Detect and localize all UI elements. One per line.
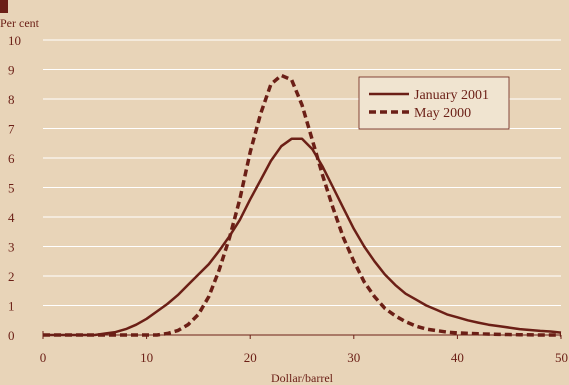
x-tick-label: 10 xyxy=(140,350,153,365)
y-tick-label: 0 xyxy=(8,328,15,343)
legend: January 2001 May 2000 xyxy=(358,76,510,130)
y-tick-label: 9 xyxy=(8,63,15,78)
x-axis-title: Dollar/barrel xyxy=(271,371,334,385)
x-tick-label: 0 xyxy=(40,350,47,365)
y-tick-label: 5 xyxy=(8,181,15,196)
corner-marker xyxy=(0,0,8,13)
y-tick-label: 1 xyxy=(8,299,15,314)
x-tick-label: 50 xyxy=(555,350,568,365)
series-line-2 xyxy=(43,73,561,337)
x-tick-labels: 0 10 20 30 40 50 xyxy=(40,335,568,365)
y-tick-label: 8 xyxy=(8,92,15,107)
legend-label-1: January 2001 xyxy=(414,88,489,103)
y-tick-label: 4 xyxy=(8,210,15,225)
series-line-1 xyxy=(43,137,562,337)
series-lines xyxy=(43,73,562,337)
y-tick-label: 3 xyxy=(8,240,15,255)
legend-label-2: May 2000 xyxy=(414,106,471,121)
y-axis-title: Per cent xyxy=(0,16,40,30)
x-tick-label: 20 xyxy=(244,350,257,365)
y-tick-label: 6 xyxy=(8,151,15,166)
legend-box xyxy=(358,76,510,130)
x-tick-label: 40 xyxy=(451,350,464,365)
y-tick-label: 7 xyxy=(8,122,15,137)
y-tick-label: 10 xyxy=(8,33,21,48)
y-tick-label: 2 xyxy=(8,269,15,284)
gridlines xyxy=(42,39,561,336)
y-tick-labels: 0 1 2 3 4 5 6 7 8 9 10 xyxy=(8,33,21,343)
x-tick-label: 30 xyxy=(347,350,360,365)
